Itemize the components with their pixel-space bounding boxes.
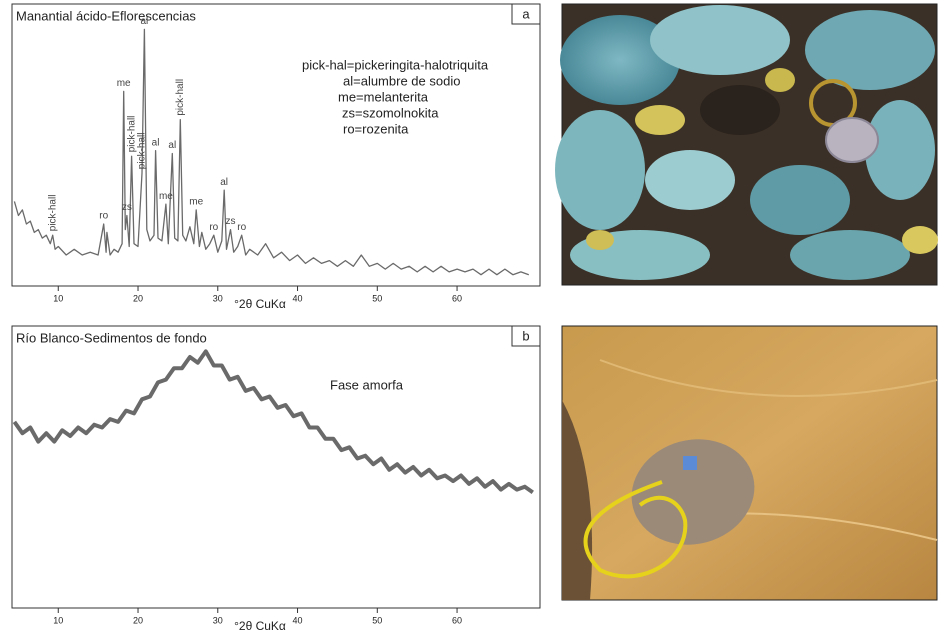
x-tick-label: 60 [452,293,462,303]
peak-label: ro [209,222,218,233]
panel-label-box [511,3,541,25]
photo-sediment [561,325,938,601]
chart-title: Río Blanco-Sedimentos de fondo [16,330,207,345]
legend-text: zs=szomolnokita [342,105,439,120]
peak-label: al [220,177,228,188]
note: Fase amorfa [330,377,404,392]
peak-label: al [168,140,176,151]
x-tick-label: 30 [213,615,223,625]
peak-label: pick-hall [137,133,148,170]
x-axis-title: °2θ CuKα [234,619,286,633]
peak-label: pick-hall [47,195,58,232]
x-tick-label: 20 [133,293,143,303]
diffractogram [13,28,530,276]
peak-label: zs [122,202,132,213]
peak-label: ro [237,222,246,233]
panel-label: a [522,6,530,21]
peak-label: me [159,191,173,202]
peak-label: pick-hall [126,116,137,153]
peak-label: me [189,197,203,208]
x-tick-label: 50 [372,615,382,625]
x-tick-label: 10 [53,615,63,625]
x-tick-label: 10 [53,293,63,303]
panel-label-box [511,325,541,347]
x-tick-label: 20 [133,615,143,625]
photo-efflorescence [555,3,938,286]
x-tick-label: 50 [372,293,382,303]
plot-frame [11,3,541,287]
x-tick-label: 40 [293,615,303,625]
legend-text: pick-hal=pickeringita-halotriquita [302,57,489,72]
x-axis-title: °2θ CuKα [234,297,286,311]
legend-text: me=melanterita [338,89,429,104]
x-tick-label: 30 [213,293,223,303]
peak-label: al [141,16,149,27]
chart-title: Manantial ácido-Eflorescencias [16,8,196,23]
peak-label: pick-hall [175,79,186,116]
x-tick-label: 60 [452,615,462,625]
plot-frame [11,325,541,609]
peak-label: zs [226,216,236,227]
panel-label: b [522,328,529,343]
peak-label: me [117,78,131,89]
diffractogram [12,349,534,495]
peak-label: al [152,137,160,148]
legend-text: ro=rozenita [343,121,409,136]
legend-text: al=alumbre de sodio [343,73,460,88]
peak-label: ro [99,211,108,222]
x-tick-label: 40 [293,293,303,303]
